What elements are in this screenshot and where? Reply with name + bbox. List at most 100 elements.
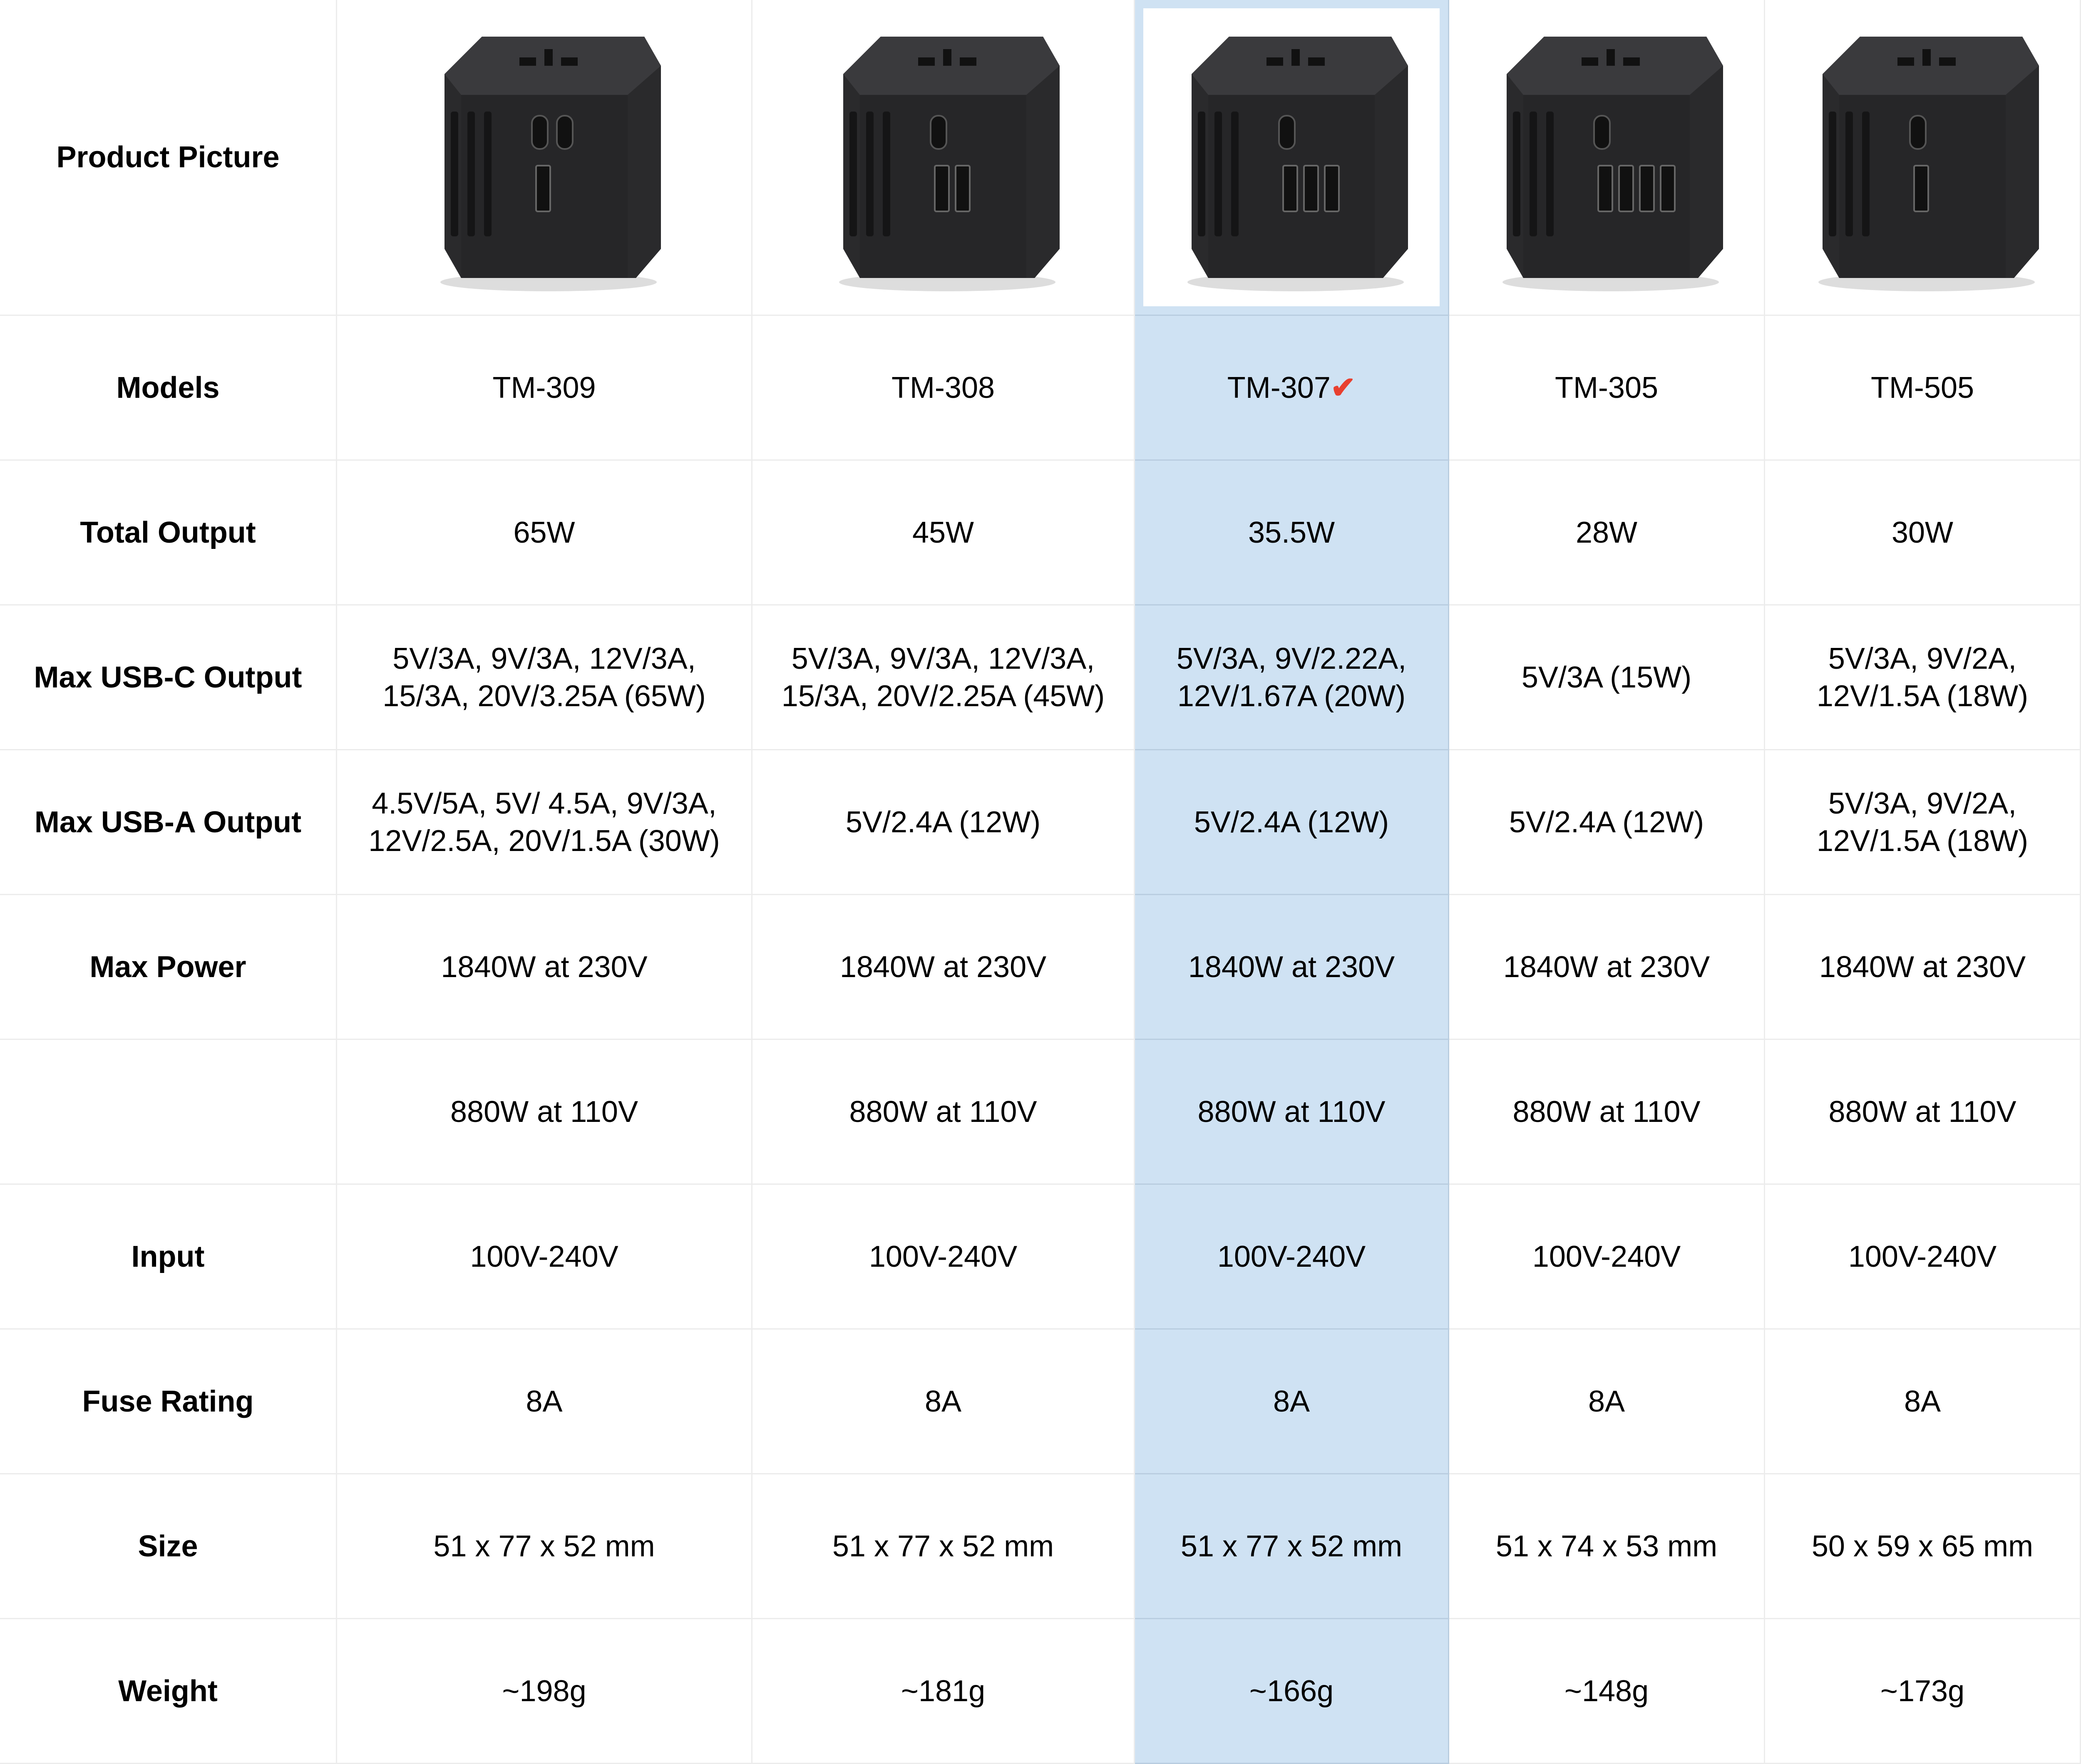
cell-value: 30W xyxy=(1891,516,1954,549)
table-cell: ~166g xyxy=(1135,1619,1449,1764)
cell-value: 4.5V/5A, 5V/ 4.5A, 9V/3A, 12V/2.5A, 20V/… xyxy=(368,786,720,858)
row-label: Weight xyxy=(0,1619,337,1764)
table-cell: 5V/3A (15W) xyxy=(1449,605,1765,750)
table-cell: ~148g xyxy=(1449,1619,1765,1764)
table-cell: 28W xyxy=(1449,461,1765,605)
table-cell: 5V/3A, 9V/2A, 12V/1.5A (18W) xyxy=(1765,605,2081,750)
cell-value: ~173g xyxy=(1880,1674,1965,1708)
row-label: Input xyxy=(0,1185,337,1330)
cell-value: 5V/3A (15W) xyxy=(1521,660,1692,694)
checkmark-icon: ✔ xyxy=(1330,371,1356,404)
row-label: Fuse Rating xyxy=(0,1330,337,1474)
row-label: Models xyxy=(0,316,337,461)
cell-value: 5V/3A, 9V/2.22A, 12V/1.67A (20W) xyxy=(1176,642,1407,713)
table-cell: 880W at 110V xyxy=(1449,1040,1765,1185)
cell-value: 880W at 110V xyxy=(1197,1095,1386,1129)
product-picture-cell xyxy=(1765,0,2081,316)
cell-value: 8A xyxy=(924,1384,962,1418)
table-cell: 5V/3A, 9V/3A, 12V/3A, 15/3A, 20V/2.25A (… xyxy=(752,605,1135,750)
cell-value: 5V/2.4A (12W) xyxy=(845,805,1041,839)
cell-value: TM-309 xyxy=(492,371,596,404)
table-cell: 1840W at 230V xyxy=(1449,895,1765,1040)
cell-value: 880W at 110V xyxy=(450,1095,638,1129)
table-cell: 51 x 77 x 52 mm xyxy=(752,1474,1135,1619)
cell-value: 8A xyxy=(1588,1384,1625,1418)
table-cell: 1840W at 230V xyxy=(1135,895,1449,1040)
table-cell: 51 x 74 x 53 mm xyxy=(1449,1474,1765,1619)
cell-value: ~148g xyxy=(1564,1674,1649,1708)
table-cell: 880W at 110V xyxy=(752,1040,1135,1185)
cell-value: TM-305 xyxy=(1555,371,1659,404)
table-cell: 51 x 77 x 52 mm xyxy=(337,1474,752,1619)
cell-value: 5V/3A, 9V/3A, 12V/3A, 15/3A, 20V/2.25A (… xyxy=(781,642,1105,713)
table-cell: TM-307 ✔ xyxy=(1135,316,1449,461)
table-cell: 8A xyxy=(752,1330,1135,1474)
cell-value: 1840W at 230V xyxy=(839,950,1047,984)
cell-value: 8A xyxy=(526,1384,563,1418)
product-picture-cell xyxy=(1135,0,1449,316)
table-cell: 880W at 110V xyxy=(337,1040,752,1185)
cell-value: TM-505 xyxy=(1870,371,1974,404)
table-cell: 1840W at 230V xyxy=(752,895,1135,1040)
cell-value: 51 x 77 x 52 mm xyxy=(832,1529,1054,1563)
table-cell: TM-305 xyxy=(1449,316,1765,461)
cell-value: 5V/3A, 9V/2A, 12V/1.5A (18W) xyxy=(1816,642,2029,713)
table-cell: 5V/2.4A (12W) xyxy=(1135,750,1449,895)
table-cell: 5V/3A, 9V/2A, 12V/1.5A (18W) xyxy=(1765,750,2081,895)
cell-value: 880W at 110V xyxy=(849,1095,1037,1129)
product-picture-cell xyxy=(752,0,1135,316)
adapter-image xyxy=(1502,37,1723,291)
table-cell: 1840W at 230V xyxy=(337,895,752,1040)
cell-value: 100V-240V xyxy=(470,1240,618,1273)
cell-value: 8A xyxy=(1904,1384,1941,1418)
adapter-image xyxy=(440,37,661,291)
table-cell: 5V/3A, 9V/2.22A, 12V/1.67A (20W) xyxy=(1135,605,1449,750)
table-cell: ~181g xyxy=(752,1619,1135,1764)
cell-value: 5V/2.4A (12W) xyxy=(1509,805,1704,839)
table-cell: 8A xyxy=(337,1330,752,1474)
table-cell: 880W at 110V xyxy=(1765,1040,2081,1185)
product-picture xyxy=(1143,8,1440,306)
row-label: Max USB-C Output xyxy=(0,605,337,750)
table-cell: TM-309 xyxy=(337,316,752,461)
table-cell: 5V/2.4A (12W) xyxy=(1449,750,1765,895)
row-label: Size xyxy=(0,1474,337,1619)
table-cell: 65W xyxy=(337,461,752,605)
table-cell: 5V/3A, 9V/3A, 12V/3A, 15/3A, 20V/3.25A (… xyxy=(337,605,752,750)
cell-value: 50 x 59 x 65 mm xyxy=(1811,1529,2034,1563)
cell-value: 5V/3A, 9V/2A, 12V/1.5A (18W) xyxy=(1816,786,2029,858)
cell-value: ~198g xyxy=(502,1674,586,1708)
cell-value: ~166g xyxy=(1249,1674,1334,1708)
cell-value: 65W xyxy=(513,516,575,549)
cell-value: ~181g xyxy=(901,1674,986,1708)
product-picture xyxy=(752,0,1134,315)
cell-value: 8A xyxy=(1273,1384,1310,1418)
row-label-product-picture: Product Picture xyxy=(0,0,337,316)
cell-value: 35.5W xyxy=(1248,516,1335,549)
cell-value: 880W at 110V xyxy=(1512,1095,1701,1129)
product-picture xyxy=(1449,0,1764,315)
cell-value: 51 x 74 x 53 mm xyxy=(1495,1529,1718,1563)
table-cell: 4.5V/5A, 5V/ 4.5A, 9V/3A, 12V/2.5A, 20V/… xyxy=(337,750,752,895)
product-picture-cell xyxy=(337,0,752,316)
table-cell: 30W xyxy=(1765,461,2081,605)
table-cell: ~173g xyxy=(1765,1619,2081,1764)
cell-value: 100V-240V xyxy=(869,1240,1018,1273)
row-label: Max USB-A Output xyxy=(0,750,337,895)
table-cell: 5V/2.4A (12W) xyxy=(752,750,1135,895)
adapter-image xyxy=(1187,37,1408,291)
cell-value: 100V-240V xyxy=(1217,1240,1366,1273)
cell-value: 1840W at 230V xyxy=(1819,950,2026,984)
cell-value: 1840W at 230V xyxy=(441,950,648,984)
table-cell: 8A xyxy=(1449,1330,1765,1474)
cell-value: 28W xyxy=(1575,516,1638,549)
row-label xyxy=(0,1040,337,1185)
cell-value: 5V/3A, 9V/3A, 12V/3A, 15/3A, 20V/3.25A (… xyxy=(382,642,706,713)
table-cell: 8A xyxy=(1135,1330,1449,1474)
table-cell: 50 x 59 x 65 mm xyxy=(1765,1474,2081,1619)
cell-value: 5V/2.4A (12W) xyxy=(1194,805,1389,839)
cell-value: 880W at 110V xyxy=(1828,1095,2016,1129)
cell-value: TM-307 xyxy=(1227,371,1331,404)
adapter-image xyxy=(1818,37,2039,291)
